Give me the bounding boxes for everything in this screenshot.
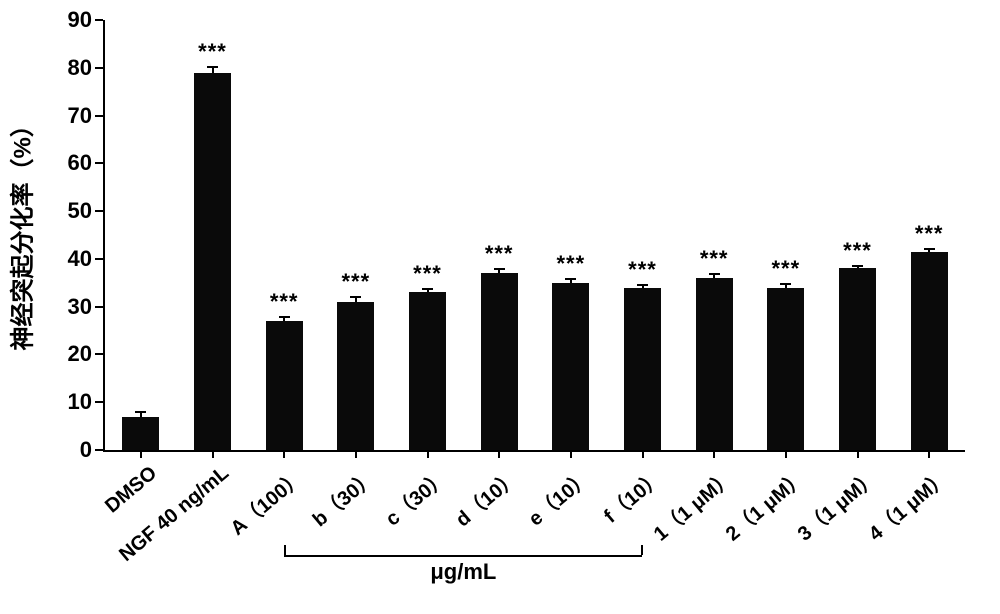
error-cap bbox=[852, 265, 863, 267]
significance-label: *** bbox=[750, 256, 822, 282]
y-tick-label: 30 bbox=[42, 294, 92, 320]
y-tick-label: 80 bbox=[42, 55, 92, 81]
error-cap bbox=[924, 248, 935, 250]
x-tick bbox=[355, 450, 357, 458]
bar-chart: 0102030405060708090神经突起分化率（%）DMSO***NGF … bbox=[0, 0, 1000, 614]
error-cap bbox=[207, 66, 218, 68]
x-tick bbox=[140, 450, 142, 458]
significance-label: *** bbox=[535, 251, 607, 277]
y-tick bbox=[95, 67, 103, 69]
bar bbox=[481, 273, 518, 450]
group-bracket-label: μg/mL bbox=[284, 559, 642, 585]
bar bbox=[696, 278, 733, 450]
significance-label: *** bbox=[392, 261, 464, 287]
y-tick bbox=[95, 258, 103, 260]
y-tick bbox=[95, 210, 103, 212]
significance-label: *** bbox=[463, 241, 535, 267]
y-tick bbox=[95, 401, 103, 403]
significance-label: *** bbox=[177, 39, 249, 65]
bar bbox=[552, 283, 589, 450]
bar bbox=[911, 252, 948, 450]
y-tick-label: 70 bbox=[42, 103, 92, 129]
error-cap bbox=[709, 273, 720, 275]
group-bracket-line bbox=[284, 555, 642, 557]
significance-label: *** bbox=[893, 221, 965, 247]
y-tick-label: 10 bbox=[42, 389, 92, 415]
error-cap bbox=[350, 296, 361, 298]
y-tick bbox=[95, 449, 103, 451]
y-tick-label: 60 bbox=[42, 150, 92, 176]
x-tick bbox=[427, 450, 429, 458]
error-cap bbox=[780, 283, 791, 285]
bar bbox=[409, 292, 446, 450]
x-tick bbox=[283, 450, 285, 458]
bar bbox=[266, 321, 303, 450]
bar bbox=[767, 288, 804, 450]
group-bracket-tick bbox=[284, 545, 286, 555]
significance-label: *** bbox=[248, 289, 320, 315]
y-tick-label: 20 bbox=[42, 341, 92, 367]
error-cap bbox=[494, 268, 505, 270]
y-tick-label: 40 bbox=[42, 246, 92, 272]
y-tick-label: 0 bbox=[42, 437, 92, 463]
significance-label: *** bbox=[822, 238, 894, 264]
x-tick bbox=[642, 450, 644, 458]
bar bbox=[624, 288, 661, 450]
y-axis-title: 神经突起分化率（%） bbox=[3, 131, 38, 351]
y-tick-label: 50 bbox=[42, 198, 92, 224]
group-bracket-tick bbox=[641, 545, 643, 555]
x-tick bbox=[570, 450, 572, 458]
y-tick-label: 90 bbox=[42, 7, 92, 33]
bar bbox=[194, 73, 231, 450]
bar bbox=[122, 417, 159, 450]
x-tick bbox=[928, 450, 930, 458]
x-tick bbox=[713, 450, 715, 458]
y-tick bbox=[95, 353, 103, 355]
plot-area bbox=[105, 20, 965, 450]
bar bbox=[839, 268, 876, 450]
significance-label: *** bbox=[607, 257, 679, 283]
error-cap bbox=[422, 288, 433, 290]
error-cap bbox=[279, 316, 290, 318]
significance-label: *** bbox=[678, 246, 750, 272]
error-cap bbox=[565, 278, 576, 280]
y-tick bbox=[95, 115, 103, 117]
y-tick bbox=[95, 19, 103, 21]
x-tick bbox=[857, 450, 859, 458]
y-tick bbox=[95, 306, 103, 308]
bar bbox=[337, 302, 374, 450]
y-axis-line bbox=[103, 20, 105, 452]
y-tick bbox=[95, 162, 103, 164]
error-cap bbox=[135, 411, 146, 413]
x-axis-line bbox=[103, 450, 965, 452]
x-tick bbox=[785, 450, 787, 458]
significance-label: *** bbox=[320, 269, 392, 295]
x-tick bbox=[212, 450, 214, 458]
x-tick bbox=[498, 450, 500, 458]
error-cap bbox=[637, 284, 648, 286]
